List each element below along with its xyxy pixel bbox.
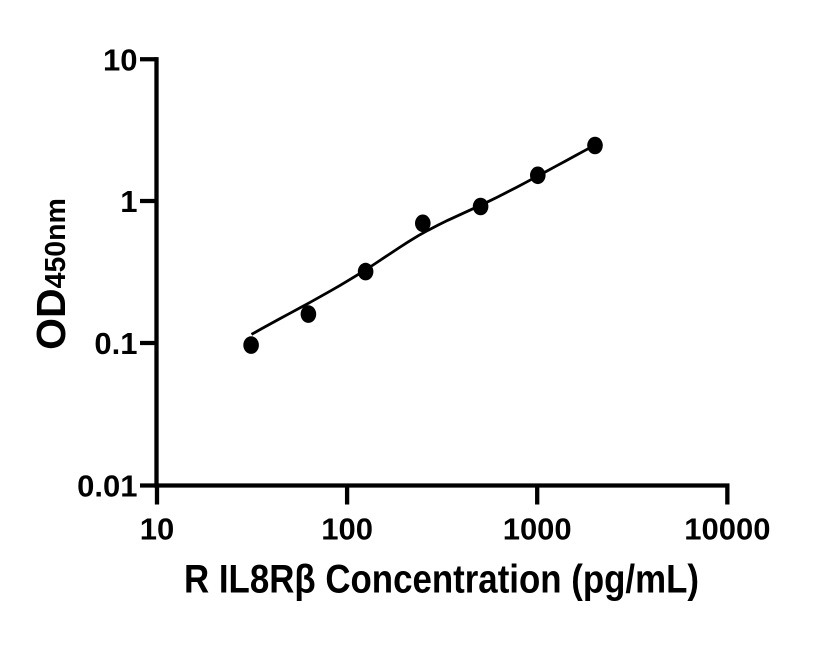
svg-text:10: 10 [103,42,137,77]
svg-text:0.01: 0.01 [77,469,137,504]
svg-text:10: 10 [140,511,174,546]
svg-text:0.1: 0.1 [94,326,137,361]
svg-text:100: 100 [321,511,373,546]
svg-text:1000: 1000 [503,511,572,546]
svg-text:1: 1 [120,184,137,219]
svg-text:10000: 10000 [684,511,770,546]
svg-text:R IL8Rβ Concentration (pg/mL): R IL8Rβ Concentration (pg/mL) [184,558,699,602]
svg-text:OD450nm: OD450nm [28,198,74,350]
